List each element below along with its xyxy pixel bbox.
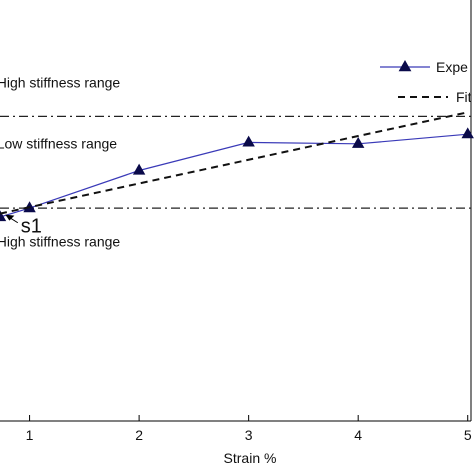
data-point-5	[351, 136, 365, 148]
x-tick-label-5: 5	[464, 427, 472, 443]
chart-legend: Expe Fit	[380, 59, 472, 105]
region-labels: High stiffness range Low stiffness range H…	[0, 75, 120, 250]
series-line-2	[0, 111, 468, 215]
x-tick-label-1: 1	[26, 427, 34, 443]
x-tick-label-4: 4	[354, 427, 362, 443]
legend-marker-1	[398, 59, 412, 72]
x-tick-label-2: 2	[135, 427, 143, 443]
x-axis-ticks: 1 2 3 4 5	[26, 415, 472, 443]
data-point-3	[132, 163, 146, 175]
data-series	[0, 111, 474, 222]
legend-label-1: Expe	[436, 59, 468, 75]
x-axis-label: Strain %	[224, 450, 277, 466]
annotations: s1	[5, 214, 42, 238]
data-point-6	[461, 127, 474, 139]
region-label-2: Low stiffness range	[0, 136, 117, 152]
reference-lines	[0, 115, 471, 209]
legend-label-2: Fit	[456, 89, 472, 105]
annotation-label-1: s1	[21, 216, 42, 238]
region-label-1: High stiffness range	[0, 75, 120, 91]
annotation-arrowhead-1	[5, 214, 15, 221]
region-label-3: High stiffness range	[0, 233, 120, 249]
data-point-4	[242, 135, 255, 147]
series-line-1	[0, 133, 468, 218]
chart-frame	[0, 0, 472, 422]
x-tick-label-3: 3	[245, 427, 253, 443]
data-point-1	[0, 210, 7, 222]
